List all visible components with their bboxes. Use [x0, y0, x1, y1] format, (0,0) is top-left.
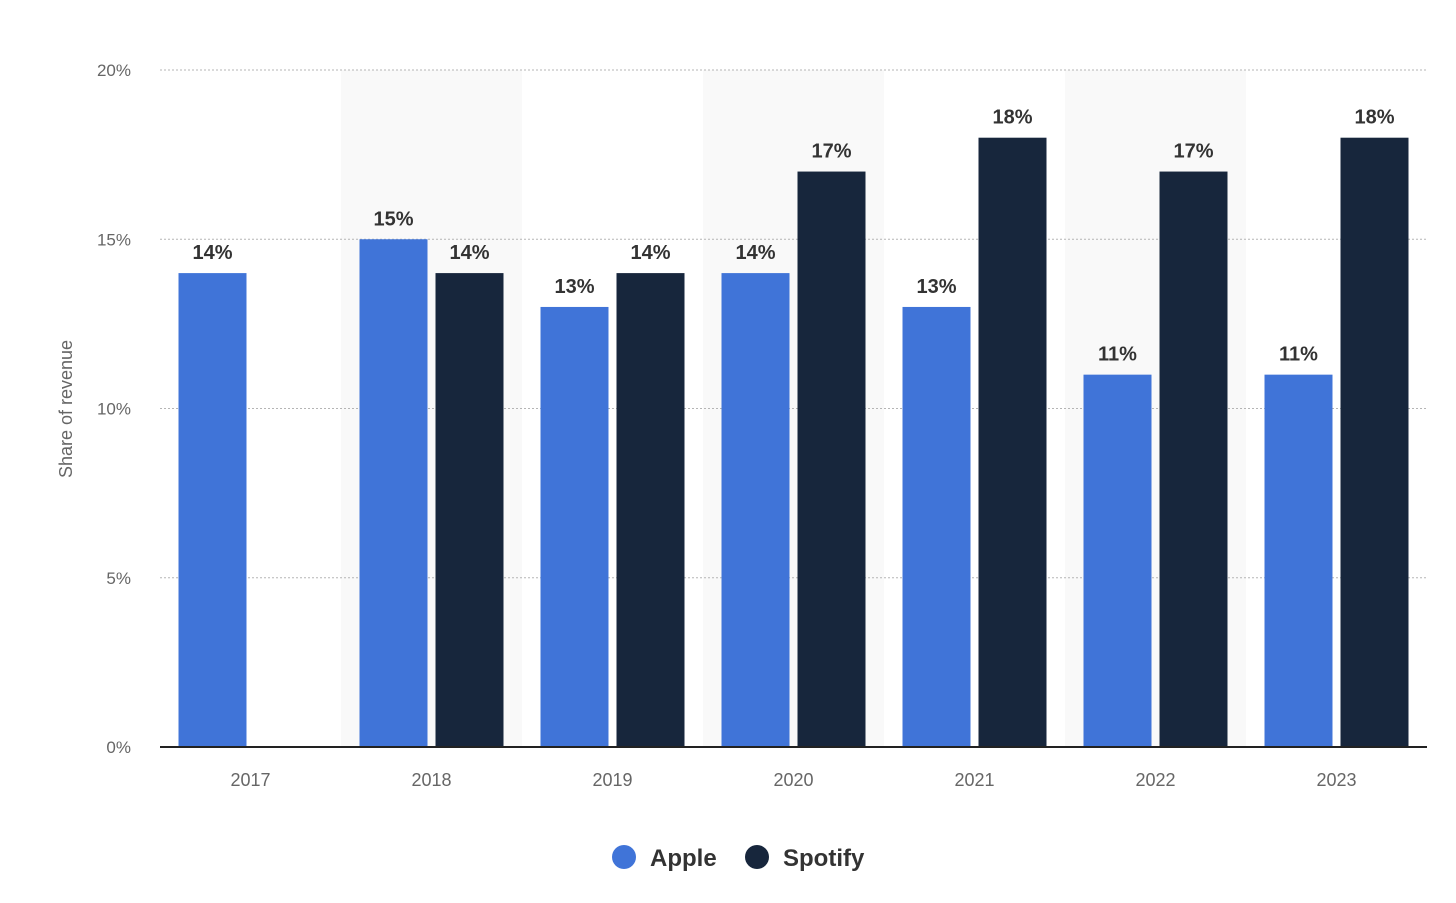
bar-apple-2020[interactable]: [721, 273, 790, 747]
legend: Apple Spotify: [612, 845, 865, 872]
data-label: 13%: [554, 276, 594, 298]
bar-spotify-2021[interactable]: [978, 137, 1047, 747]
x-tick-label: 2017: [230, 770, 270, 790]
x-tick-label: 2018: [411, 770, 451, 790]
x-axis-ticks: 2017 2018 2019 2020 2021 2022 2023: [230, 770, 1356, 790]
data-label: 18%: [992, 107, 1032, 129]
data-labels: 14% 15% 14% 13% 14% 14% 17% 13% 18% 11% 17% 11% 18%: [192, 107, 1394, 366]
y-tick-label: 5%: [106, 569, 131, 588]
data-label: 11%: [1098, 344, 1137, 366]
data-label: 14%: [630, 242, 670, 264]
y-tick-label: 20%: [97, 61, 131, 80]
bar-spotify-2022[interactable]: [1159, 171, 1228, 748]
bar-apple-2019[interactable]: [540, 306, 609, 747]
data-label: 18%: [1354, 107, 1394, 129]
data-label: 15%: [373, 208, 413, 230]
legend-item-spotify[interactable]: Spotify: [745, 845, 865, 872]
x-tick-label: 2022: [1135, 770, 1175, 790]
data-label: 14%: [449, 242, 489, 264]
data-label: 11%: [1279, 344, 1318, 366]
y-axis-title: Share of revenue: [56, 340, 76, 478]
data-label: 17%: [811, 141, 851, 163]
y-tick-label: 0%: [106, 738, 131, 757]
legend-label: Spotify: [783, 845, 865, 872]
bar-spotify-2023[interactable]: [1340, 137, 1409, 747]
y-axis-ticks: 0% 5% 10% 15% 20%: [97, 61, 131, 757]
bar-apple-2021[interactable]: [902, 306, 971, 747]
legend-label: Apple: [650, 845, 717, 872]
bar-spotify-2018[interactable]: [435, 273, 504, 747]
x-tick-label: 2023: [1316, 770, 1356, 790]
data-label: 13%: [916, 276, 956, 298]
x-tick-label: 2020: [773, 770, 813, 790]
bar-apple-2022[interactable]: [1083, 374, 1152, 747]
data-label: 14%: [735, 242, 775, 264]
bar-apple-2018[interactable]: [359, 239, 428, 747]
y-tick-label: 15%: [97, 230, 131, 249]
bar-spotify-2019[interactable]: [616, 273, 685, 747]
legend-marker: [612, 845, 636, 869]
bar-spotify-2020[interactable]: [797, 171, 866, 748]
bar-apple-2023[interactable]: [1264, 374, 1333, 747]
gridlines: [160, 69, 1427, 579]
x-tick-label: 2021: [954, 770, 994, 790]
legend-item-apple[interactable]: Apple: [612, 845, 717, 872]
y-tick-label: 10%: [97, 400, 131, 419]
data-label: 14%: [192, 242, 232, 264]
bars: [178, 137, 1409, 748]
bar-apple-2017[interactable]: [178, 273, 247, 747]
data-label: 17%: [1173, 141, 1213, 163]
legend-marker: [745, 845, 769, 869]
x-tick-label: 2019: [592, 770, 632, 790]
